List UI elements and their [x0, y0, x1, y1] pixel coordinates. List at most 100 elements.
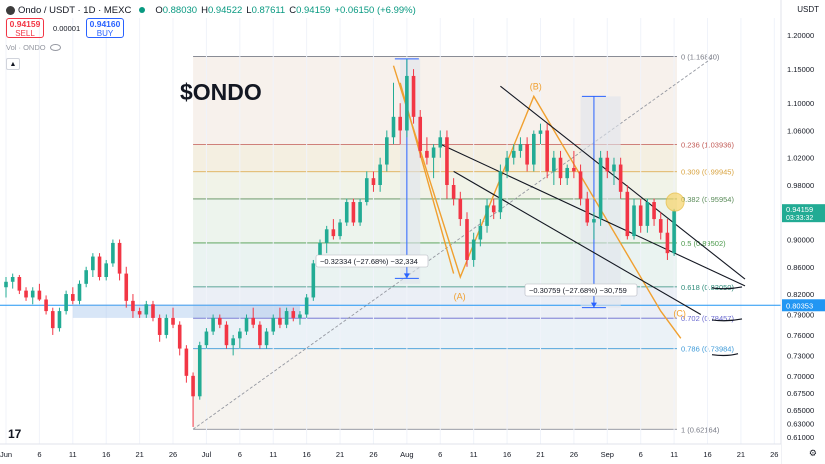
close-label: C — [289, 4, 297, 16]
measure-arrow-1-head — [403, 273, 410, 279]
candle-body — [364, 178, 369, 203]
candle — [30, 287, 35, 305]
time-tick: 26 — [369, 450, 377, 459]
candle-body — [638, 205, 643, 226]
buy-label: BUY — [96, 29, 114, 38]
candle-body — [184, 348, 189, 376]
candle-body — [505, 157, 509, 172]
candle — [37, 283, 42, 301]
candle — [271, 314, 276, 335]
candle-body — [338, 222, 342, 237]
price-axis[interactable]: 1.20000 1.15000 1.10000 1.06000 1.02000 0.980… — [780, 0, 825, 464]
current-price-value: 0.94159 — [786, 205, 813, 214]
candle-body — [151, 304, 155, 318]
candle-body — [565, 167, 570, 179]
price-tick: 1.10000 — [787, 99, 814, 108]
candles — [4, 58, 676, 427]
symbol-title[interactable]: Ondo / USDT · 1D · MEXC — [18, 4, 132, 16]
price-tick: 0.61000 — [787, 433, 814, 442]
candle-body — [532, 133, 536, 165]
candle-body — [124, 273, 129, 301]
low-label: L — [246, 4, 252, 16]
time-tick: 16 — [302, 450, 310, 459]
currency-label[interactable]: USDT — [797, 5, 819, 14]
measure-arrow-2-head — [590, 302, 597, 308]
candle-body — [84, 270, 88, 284]
candle — [97, 253, 102, 281]
candle — [177, 321, 182, 356]
candle — [638, 198, 643, 233]
range-box — [72, 304, 300, 318]
candle — [264, 328, 269, 349]
time-tick: 11 — [269, 450, 277, 459]
candle — [411, 69, 416, 124]
gear-icon[interactable]: ⚙ — [808, 448, 817, 458]
candle-body — [244, 317, 249, 332]
eye-icon[interactable] — [49, 44, 61, 51]
candle-body — [385, 137, 389, 165]
candle — [184, 345, 189, 383]
fib-label: 0.5 (0.89502) — [681, 239, 726, 248]
candle — [378, 157, 382, 192]
candle-body — [211, 317, 215, 332]
candle-body — [57, 311, 62, 329]
time-tick: Jul — [202, 450, 212, 459]
volume-indicator[interactable]: Vol · ONDO — [6, 43, 61, 52]
price-tick: 0.67500 — [787, 389, 814, 398]
time-tick: Sep — [601, 450, 614, 459]
candle — [478, 219, 483, 247]
candle-body — [592, 219, 596, 223]
candle — [625, 184, 630, 240]
sell-button[interactable]: 0.94159 SELL — [6, 18, 44, 38]
candle — [57, 307, 62, 332]
candle-body — [471, 239, 476, 260]
time-axis[interactable]: Jun 6 11 16 21 26 Jul 6 11 16 21 26 Aug 6 11 16 21 26 Sep 6… — [0, 443, 781, 464]
candle — [284, 307, 289, 329]
candle — [391, 82, 396, 145]
time-axis-bg — [0, 444, 781, 464]
candle — [485, 198, 489, 233]
wave-label-c: (C) — [673, 309, 686, 319]
candle-body — [30, 290, 35, 298]
high-label: H — [201, 4, 208, 16]
price-tick: 0.73000 — [787, 351, 814, 360]
buy-button[interactable]: 0.94160 BUY — [86, 18, 124, 38]
price-tick: 0.79000 — [787, 310, 814, 319]
candle-body — [117, 242, 122, 274]
candle — [431, 144, 436, 179]
candle-body — [618, 164, 623, 192]
candle-body — [304, 297, 309, 315]
candle-body — [511, 150, 516, 158]
candle — [17, 274, 22, 295]
chart-grid — [5, 18, 775, 444]
candle-body — [4, 281, 8, 288]
collapse-button[interactable]: ▲ — [6, 58, 20, 70]
candle-body — [438, 137, 443, 148]
candle-body — [545, 130, 549, 172]
candle-body — [104, 263, 109, 278]
candle-body — [64, 294, 68, 312]
candle — [171, 307, 175, 329]
highlight-circle — [665, 192, 685, 212]
time-tick: 6 — [639, 450, 643, 459]
candle-body — [418, 116, 423, 151]
candle — [632, 198, 636, 240]
price-tick: 0.82000 — [787, 290, 814, 299]
candle — [652, 198, 656, 226]
candle-body — [645, 202, 650, 226]
countdown-value: 03:33:32 — [786, 215, 813, 222]
candle — [552, 150, 556, 185]
candle — [151, 300, 155, 322]
time-tick: 21 — [737, 450, 745, 459]
candle — [331, 219, 336, 240]
candle-body — [238, 331, 242, 339]
candle-body — [665, 232, 670, 254]
candle — [511, 144, 516, 165]
candle — [532, 130, 536, 172]
time-tick: 11 — [69, 450, 77, 459]
candle-body — [478, 225, 483, 240]
price-tick: 0.76000 — [787, 331, 814, 340]
candle — [491, 198, 496, 220]
spread-value: 0.00001 — [53, 24, 81, 33]
